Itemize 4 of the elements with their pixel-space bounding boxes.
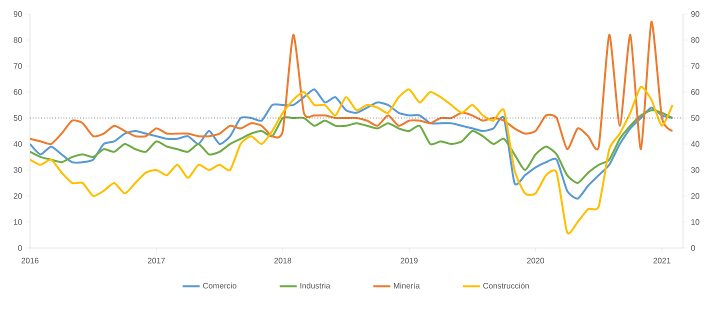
line-series [30,88,674,200]
line-series [30,109,674,184]
line-series [30,86,674,234]
line-series [30,20,674,150]
